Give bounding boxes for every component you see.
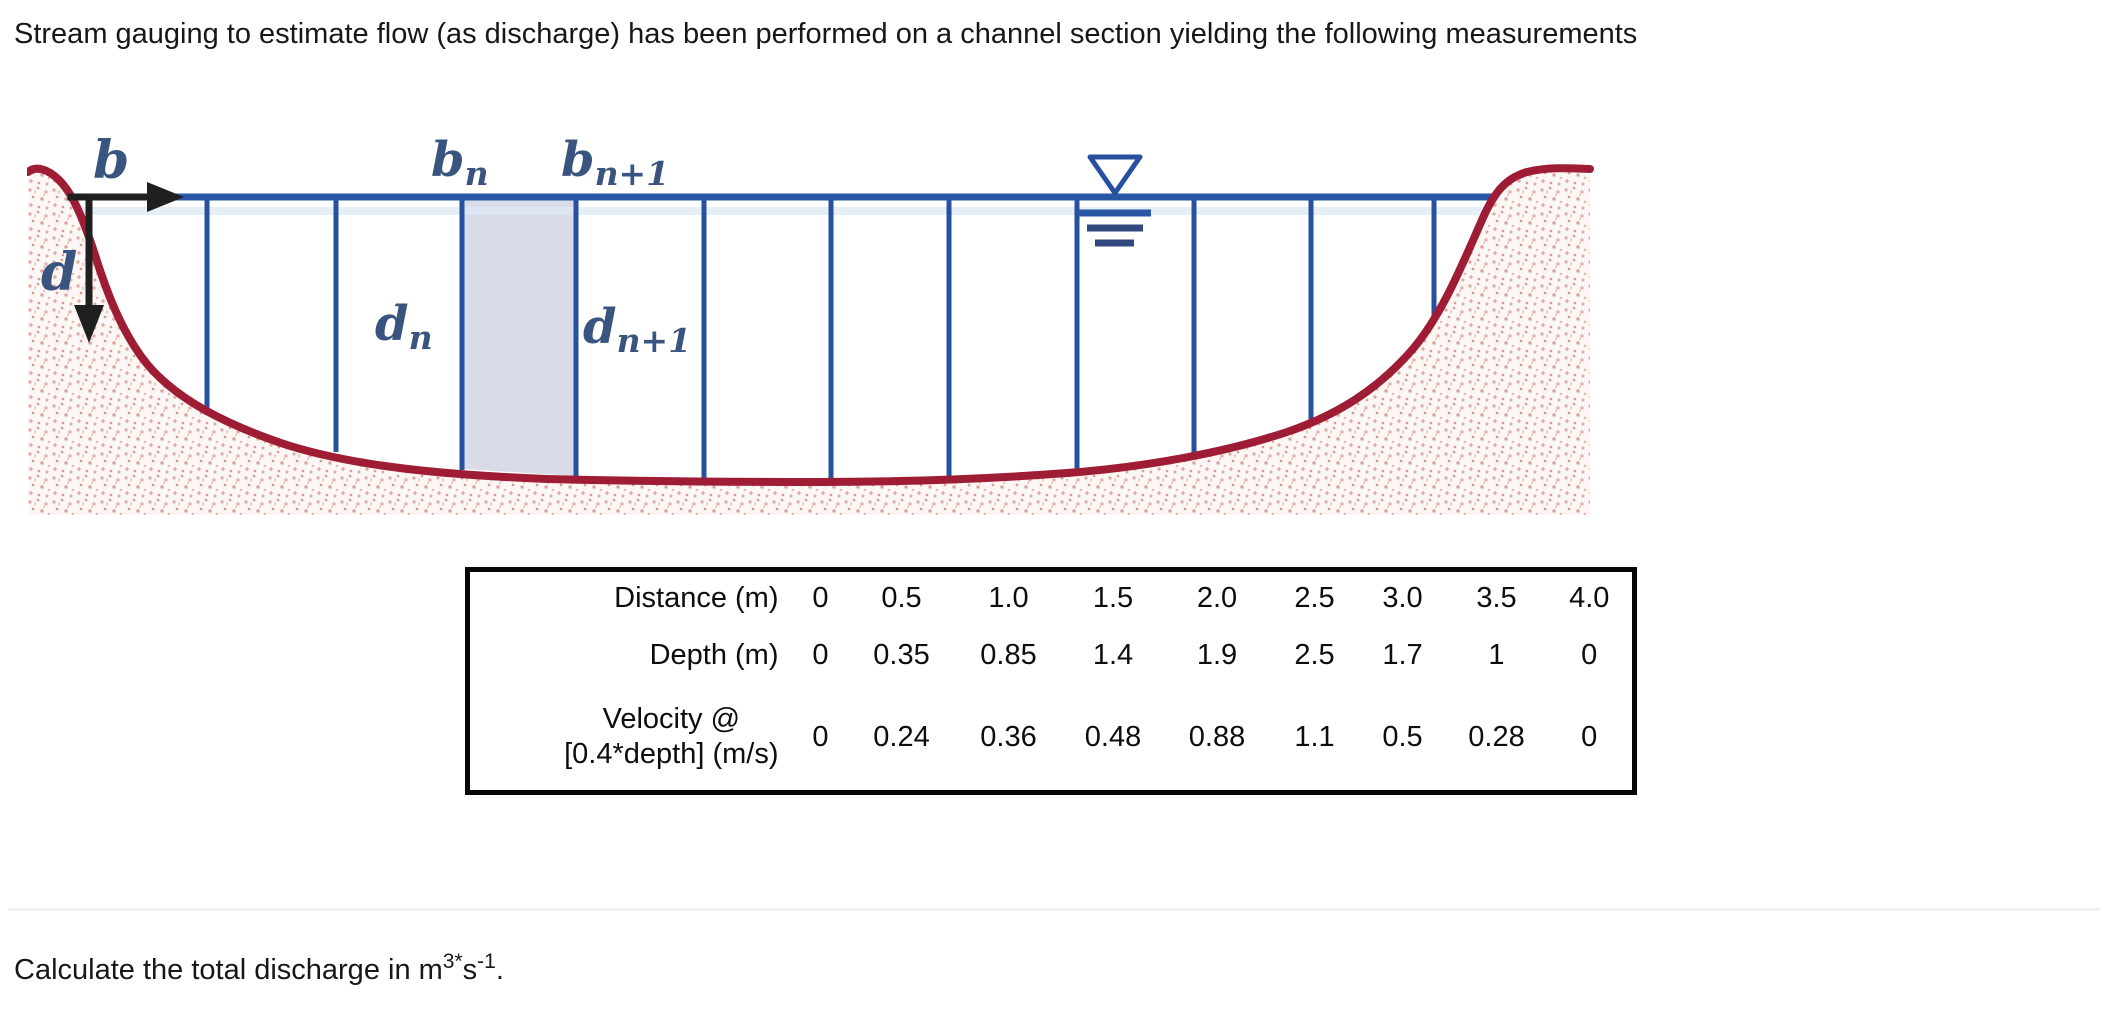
table-row-velocity: Velocity @ [0.4*depth] (m/s) 0 0.24 0.36…: [468, 685, 1635, 793]
table-cell: 1.5: [1092, 582, 1134, 615]
table-cell: 1.4: [1092, 638, 1134, 671]
table-cell: 0.88: [1188, 720, 1246, 753]
table-cell: 4.0: [1569, 582, 1610, 615]
table-cell: 0.28: [1468, 720, 1525, 753]
question-prompt: Calculate the total discharge in m3*s-1.: [14, 950, 504, 991]
table-cell: 0.48: [1084, 720, 1142, 753]
table-cell: 0.85: [980, 638, 1037, 671]
label-bn: bn: [431, 132, 489, 193]
sounding-lines: [204, 200, 1437, 481]
depth-arrow: [74, 198, 104, 343]
width-arrow: [68, 182, 184, 212]
label-dn1: dn+1: [583, 299, 691, 360]
row-label-velocity: Velocity @ [0.4*depth] (m/s): [564, 702, 778, 772]
table-cell: 0.35: [873, 638, 930, 671]
row-label-distance: Distance (m): [614, 582, 779, 615]
question-exponent-1: 3*: [442, 950, 463, 973]
table-cell: 2.5: [1294, 582, 1335, 615]
table-cell: 0: [812, 582, 829, 615]
table-cell: 0.5: [1382, 720, 1423, 753]
table-cell: 1: [1488, 638, 1505, 671]
measurements-table: Distance (m) 0 0.5 1.0 1.5 2.0 2.5 3.0 3…: [465, 567, 1637, 795]
table-cell: 1.0: [988, 582, 1029, 615]
table-cell: 0: [812, 720, 829, 753]
shaded-segment: [464, 200, 574, 476]
table-cell: 0.36: [980, 720, 1037, 753]
question-exponent-2: -1: [477, 950, 496, 973]
question-suffix: .: [495, 954, 504, 986]
table-cell: 1.7: [1382, 638, 1423, 671]
velocity-label-line2: [0.4*depth] (m/s): [564, 738, 779, 771]
label-dn: dn: [375, 296, 433, 357]
table-cell: 0: [812, 638, 829, 671]
table-cell: 1.1: [1294, 720, 1335, 753]
table-cell: 0.5: [881, 582, 922, 615]
table-row-distance: Distance (m) 0 0.5 1.0 1.5 2.0 2.5 3.0 3…: [468, 570, 1635, 626]
channel-cross-section-diagram: b d bn bn+1 dn dn+1: [27, 90, 1597, 520]
shallow-water-band: [77, 207, 1485, 215]
table-cell: 0: [1581, 720, 1598, 753]
water-level-icon: [1078, 154, 1151, 247]
channel-bed-curve: [27, 164, 1594, 487]
table-cell: 0.24: [873, 720, 930, 753]
label-bn1: bn+1: [561, 132, 669, 193]
soil-region: [28, 168, 1590, 515]
label-d: d: [41, 242, 77, 303]
question-statement: Stream gauging to estimate flow (as disc…: [14, 18, 1638, 50]
label-b: b: [93, 130, 129, 191]
table-cell: 2.0: [1196, 582, 1238, 615]
table-row-depth: Depth (m) 0 0.35 0.85 1.4 1.9 2.5 1.7 1 …: [468, 626, 1635, 685]
table-cell: 1.9: [1196, 638, 1238, 671]
section-divider: [8, 908, 2100, 911]
row-label-depth: Depth (m): [649, 638, 779, 671]
velocity-label-line1: Velocity @: [602, 703, 741, 736]
table-cell: 3.5: [1476, 582, 1517, 615]
question-prefix: Calculate the total discharge in m: [14, 954, 443, 986]
table-cell: 2.5: [1294, 638, 1335, 671]
table-cell: 3.0: [1382, 582, 1423, 615]
table-cell: 0: [1581, 638, 1598, 671]
question-mid: s: [462, 954, 478, 986]
